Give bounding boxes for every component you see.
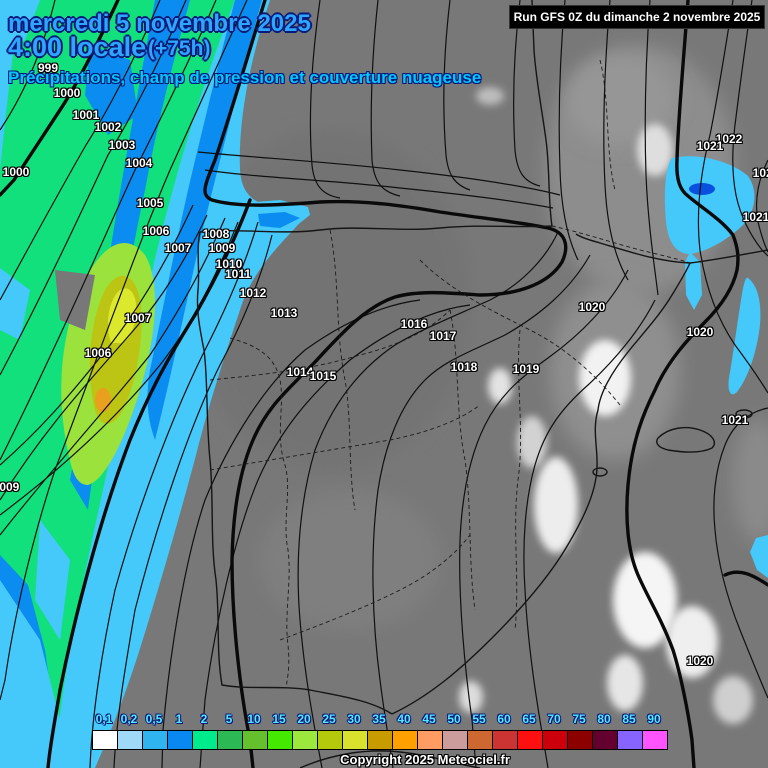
pressure-label: 1021 — [752, 166, 768, 180]
pressure-label: 1005 — [136, 196, 164, 210]
scale-swatch — [118, 730, 143, 750]
scale-label: 60 — [497, 712, 511, 726]
pressure-label: 1012 — [239, 286, 267, 300]
scale-swatch — [368, 730, 393, 750]
scale-swatch — [593, 730, 618, 750]
scale-label: 80 — [597, 712, 611, 726]
pressure-label: 1019 — [512, 362, 540, 376]
scale-swatch — [493, 730, 518, 750]
scale-swatch — [393, 730, 418, 750]
pressure-label: 1002 — [94, 120, 122, 134]
scale-label: 1 — [175, 712, 183, 726]
forecast-date: mercredi 5 novembre 2025 — [8, 10, 311, 37]
forecast-offset: (+75h) — [148, 37, 211, 60]
scale-label: 45 — [422, 712, 436, 726]
coastlines — [196, 0, 768, 768]
scale-swatch — [218, 730, 243, 750]
scale-label: 75 — [572, 712, 586, 726]
scale-swatch — [168, 730, 193, 750]
pressure-label: 1018 — [450, 360, 478, 374]
pressure-label: 1009 — [0, 480, 20, 494]
scale-label: 70 — [547, 712, 561, 726]
pressure-label: 1011 — [224, 267, 252, 281]
scale-swatch — [543, 730, 568, 750]
pressure-label: 1008 — [202, 227, 230, 241]
copyright-text: Copyright 2025 Meteociel.fr — [340, 752, 510, 767]
pressure-label: 1000 — [2, 165, 30, 179]
pressure-label: 1009 — [208, 241, 236, 255]
scale-swatch — [318, 730, 343, 750]
precipitation-scale-bar — [92, 730, 668, 750]
scale-swatch — [343, 730, 368, 750]
run-info-text: Run GFS 0Z du dimanche 2 novembre 2025 — [513, 10, 761, 24]
cloud-texture — [190, 45, 768, 724]
pressure-label: 1020 — [578, 300, 606, 314]
pressure-label: 1021 — [742, 210, 768, 224]
scale-label: 65 — [522, 712, 536, 726]
scale-label: 55 — [472, 712, 486, 726]
pressure-label: 1006 — [84, 346, 112, 360]
forecast-time: 4:00 locale — [8, 32, 147, 62]
pressure-label: 999 — [37, 61, 59, 75]
scale-label: 2 — [200, 712, 208, 726]
scale-label: 0,1 — [95, 712, 113, 726]
pressure-label: 1016 — [400, 317, 428, 331]
pressure-label: 1003 — [108, 138, 136, 152]
scale-swatch — [193, 730, 218, 750]
scale-label: 85 — [622, 712, 636, 726]
scale-label: 0,5 — [145, 712, 163, 726]
pressure-label: 1010 — [215, 257, 243, 271]
scale-swatch — [268, 730, 293, 750]
scale-swatch — [92, 730, 118, 750]
scale-swatch — [243, 730, 268, 750]
scale-swatch — [643, 730, 668, 750]
pressure-label: 1013 — [270, 306, 298, 320]
pressure-label: 1007 — [164, 241, 192, 255]
scale-swatch — [468, 730, 493, 750]
scale-swatch — [443, 730, 468, 750]
pressure-label: 1004 — [125, 156, 153, 170]
scale-label: 35 — [372, 712, 386, 726]
scale-swatch — [568, 730, 593, 750]
borders-rivers — [209, 59, 691, 689]
scale-label: 40 — [397, 712, 411, 726]
scale-label: 50 — [447, 712, 461, 726]
pressure-label: 1001 — [72, 108, 100, 122]
pressure-label: 1006 — [142, 224, 170, 238]
pressure-label: 1020 — [686, 654, 714, 668]
scale-label: 25 — [322, 712, 336, 726]
scale-swatch — [618, 730, 643, 750]
map-subtitle: Précipitations, champ de pression et cou… — [8, 68, 482, 87]
run-info-box: Run GFS 0Z du dimanche 2 novembre 2025 — [509, 5, 765, 29]
pressure-label: 1014 — [286, 365, 314, 379]
scale-swatch — [418, 730, 443, 750]
pressure-label: 1015 — [309, 369, 337, 383]
pressure-label: 1000 — [53, 86, 81, 100]
scale-label: 15 — [272, 712, 286, 726]
scale-label: 90 — [647, 712, 661, 726]
pressure-label: 1021 — [696, 139, 724, 153]
pressure-label: 1021 — [721, 413, 749, 427]
scale-label: 30 — [347, 712, 361, 726]
scale-swatch — [293, 730, 318, 750]
scale-label: 20 — [297, 712, 311, 726]
pressure-label: 1017 — [429, 329, 457, 343]
pressure-label: 1022 — [715, 132, 743, 146]
pressure-label: 1020 — [686, 325, 714, 339]
scale-label: 10 — [247, 712, 261, 726]
scale-label: 5 — [225, 712, 233, 726]
scale-label: 0,2 — [120, 712, 138, 726]
pressure-label: 1007 — [124, 311, 152, 325]
scale-swatch — [143, 730, 168, 750]
scale-swatch — [518, 730, 543, 750]
